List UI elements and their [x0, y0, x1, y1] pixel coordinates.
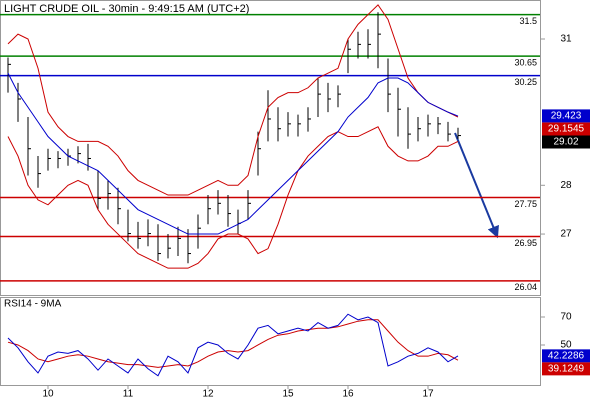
x-tick-label: 11 [123, 389, 134, 400]
lower-band [7, 126, 459, 269]
rsi-line [7, 313, 459, 377]
price-tag-label: 29.1545 [548, 124, 585, 135]
chart-title: LIGHT CRUDE OIL - 30min - 9:49:15 AM (UT… [4, 3, 249, 15]
y-tick-label: 27 [560, 229, 572, 240]
rsi-title: RSI14 - 9MA [4, 299, 62, 310]
price-frame [0, 0, 541, 296]
x-tick-label: 12 [202, 389, 214, 400]
price-tag-label: 29.02 [553, 137, 578, 148]
price-tag [542, 349, 590, 363]
y-tick-label: 28 [560, 180, 572, 191]
level-label: 31.5 [519, 16, 537, 26]
level-label: 30.65 [514, 57, 537, 67]
x-tick-label: 10 [42, 389, 54, 400]
price-tag [542, 362, 590, 376]
level-label: 30.25 [514, 77, 537, 87]
price-tag-label: 42.2286 [548, 351, 585, 362]
y-tick-label: 50 [560, 340, 572, 351]
forecast-arrow [454, 132, 499, 239]
x-tick-label: 17 [422, 389, 434, 400]
y-tick-label: 31 [560, 34, 572, 45]
moving-average [7, 72, 459, 235]
level-label: 26.95 [514, 238, 537, 248]
price-tag-label: 39.1249 [548, 364, 585, 375]
x-tick-label: 15 [282, 389, 294, 400]
price-tag [542, 109, 590, 123]
level-label: 26.04 [514, 282, 537, 292]
price-tag-label: 29.423 [551, 111, 582, 122]
rsi-ma [7, 319, 459, 368]
rsi-frame [0, 297, 541, 386]
price-tag [542, 135, 590, 149]
level-label: 27.75 [514, 199, 537, 209]
x-tick-label: 16 [342, 389, 354, 400]
upper-band [7, 4, 459, 196]
y-tick-label: 70 [560, 312, 572, 323]
price-tag [542, 122, 590, 136]
